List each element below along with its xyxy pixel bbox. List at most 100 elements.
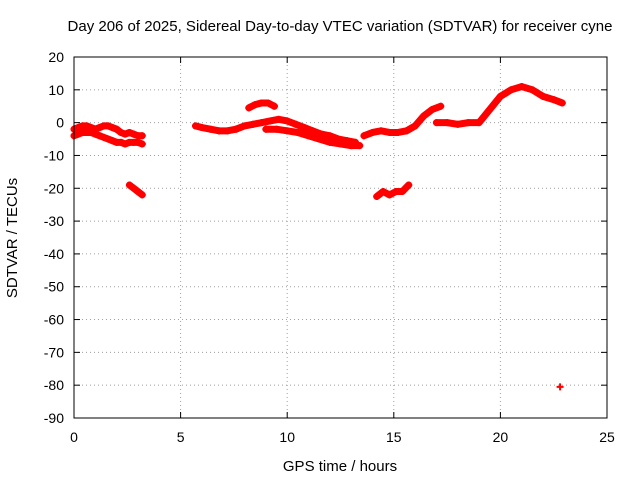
data-point (275, 115, 283, 123)
x-tick-label: 10 (279, 429, 295, 445)
data-point (373, 192, 381, 200)
tick-label-layer: 0 5 10 15 20 25 20 10 0 -10 -20 -30 -40 -50 -60 -70 -80 -… (44, 49, 615, 445)
data-point (309, 127, 317, 135)
series-segment-9 (432, 83, 566, 128)
data-point (475, 119, 483, 127)
series-segment-6 (262, 125, 364, 150)
data-point (368, 128, 376, 136)
data-point (198, 124, 206, 132)
data-layer (70, 83, 566, 391)
data-point (300, 124, 308, 132)
x-tick-label: 20 (493, 429, 509, 445)
data-point (138, 132, 146, 140)
data-point (74, 130, 82, 138)
series-segment-8 (373, 181, 413, 200)
y-tick-label: -10 (44, 147, 64, 163)
data-point (264, 99, 272, 107)
data-point (392, 188, 400, 196)
data-point (232, 125, 240, 133)
data-point (558, 99, 566, 107)
y-tick-label: 10 (48, 82, 64, 98)
data-point (379, 188, 387, 196)
data-point (360, 132, 368, 140)
data-point (326, 138, 334, 146)
data-point (405, 181, 413, 189)
series-trace (432, 83, 566, 128)
x-tick-label: 15 (386, 429, 402, 445)
data-point (206, 125, 214, 133)
y-tick-label: 20 (48, 49, 64, 65)
data-point (125, 128, 133, 136)
y-tick-label: -30 (44, 213, 64, 229)
x-tick-label: 0 (70, 429, 78, 445)
series-segment-10 (556, 383, 564, 391)
data-point (113, 125, 121, 133)
y-tick-label: -20 (44, 180, 64, 196)
data-point (294, 128, 302, 136)
data-point (266, 117, 274, 125)
grid-layer (74, 57, 607, 418)
series-trace (125, 181, 146, 199)
data-point (518, 83, 526, 91)
data-point (496, 92, 504, 100)
y-tick-label: -60 (44, 312, 64, 328)
data-point (121, 130, 129, 138)
data-point (251, 101, 259, 109)
series-segment-5 (245, 99, 278, 112)
data-point (403, 127, 411, 135)
data-point (464, 119, 472, 127)
y-axis-title: SDTVAR / TECUs (4, 178, 21, 298)
data-point (273, 125, 281, 133)
data-point (283, 117, 291, 125)
data-point (283, 127, 291, 135)
data-point (258, 99, 266, 107)
x-axis-title: GPS time / hours (283, 458, 397, 475)
data-point (125, 181, 133, 189)
data-point (104, 135, 112, 143)
data-point (550, 96, 558, 104)
data-point (215, 127, 223, 135)
data-point (507, 86, 515, 94)
tick-layer (73, 56, 608, 419)
series-trace (262, 125, 364, 150)
data-point (245, 104, 253, 112)
data-point (134, 138, 142, 146)
data-point (138, 191, 146, 199)
data-point (87, 128, 95, 136)
series-segment-3 (125, 181, 146, 199)
data-point (258, 119, 266, 127)
x-tick-label: 5 (177, 429, 185, 445)
data-point (432, 119, 440, 127)
data-point (428, 106, 436, 114)
data-point (556, 383, 564, 391)
data-point (292, 120, 300, 128)
data-point (443, 119, 451, 127)
x-tick-label: 25 (599, 429, 615, 445)
data-point (96, 132, 104, 140)
data-point (394, 128, 402, 136)
y-tick-label: -80 (44, 377, 64, 393)
data-point (224, 127, 232, 135)
data-point (356, 142, 364, 150)
chart-title: Day 206 of 2025, Sidereal Day-to-day VTE… (68, 18, 613, 35)
y-tick-label: -50 (44, 279, 64, 295)
series-segment-7 (360, 102, 445, 140)
y-tick-label: -40 (44, 246, 64, 262)
data-point (96, 124, 104, 132)
y-tick-label: -90 (44, 410, 64, 426)
data-point (100, 133, 108, 141)
data-point (411, 122, 419, 130)
data-point (262, 125, 270, 133)
data-point (315, 135, 323, 143)
data-point (420, 112, 428, 120)
data-point (130, 184, 138, 192)
data-point (398, 188, 406, 196)
data-point (437, 102, 445, 110)
data-point (305, 132, 313, 140)
data-point (74, 124, 82, 132)
data-point (486, 106, 494, 114)
series-trace (360, 102, 445, 140)
data-point (347, 142, 355, 150)
data-point (241, 122, 249, 130)
